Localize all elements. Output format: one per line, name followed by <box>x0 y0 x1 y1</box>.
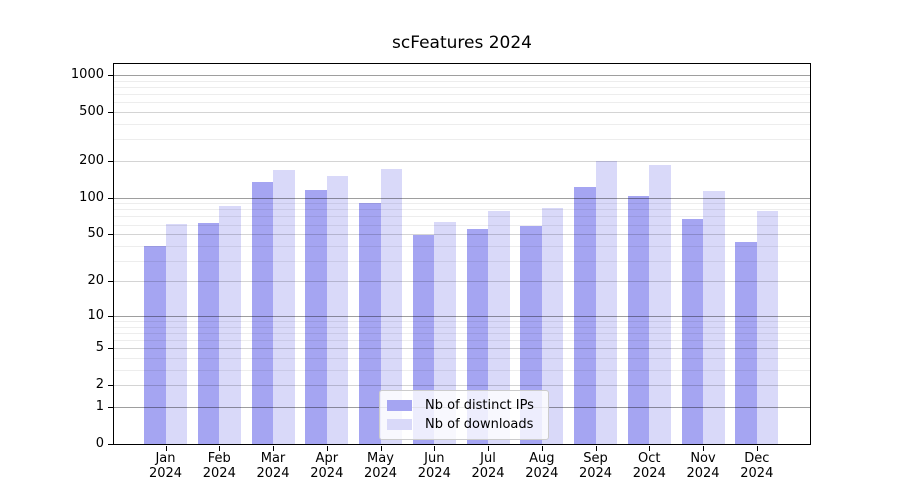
bar-downloads-dec <box>756 211 779 444</box>
y-tick-mark <box>108 234 113 235</box>
x-tick-label-jun: Jun 2024 <box>417 451 451 481</box>
x-tick-label-apr: Apr 2024 <box>310 451 344 481</box>
x-tick-label-oct: Oct 2024 <box>632 451 666 481</box>
bar-downloads-nov <box>703 191 725 444</box>
legend-item-downloads: Nb of downloads <box>387 415 540 434</box>
y-tick-label: 50 <box>87 226 104 241</box>
axis-layer: 0 1 2 5 10 20 50 100 200 500 1000 Jan 2024 Feb 2024 Mar… <box>71 64 810 482</box>
y-tick-label: 100 <box>79 189 104 205</box>
x-tick-mark <box>756 446 758 451</box>
bar-ips-feb <box>197 222 220 444</box>
x-tick-label-jan: Jan 2024 <box>148 451 183 481</box>
legend-swatch-distinct-ips-icon <box>387 400 412 411</box>
x-tick-mark <box>488 446 489 451</box>
x-tick-mark <box>165 446 167 451</box>
y-tick-label: 10 <box>87 307 104 323</box>
y-tick-mark <box>108 197 113 199</box>
y-tick-label: 0 <box>95 436 104 451</box>
bar-ips-apr <box>305 189 327 444</box>
y-tick-label: 1000 <box>70 67 104 82</box>
y-tick-label: 2 <box>95 377 104 393</box>
bar-ips-sep <box>574 186 596 444</box>
bar-ips-nov <box>681 219 703 444</box>
bar-downloads-aug <box>541 208 564 444</box>
bar-downloads-mar <box>273 170 295 444</box>
bars-layer <box>114 64 810 444</box>
x-tick-mark <box>326 446 328 451</box>
x-tick-label-feb: Feb 2024 <box>202 451 236 481</box>
legend: Nb of distinct IPs Nb of downloads <box>379 390 549 440</box>
x-tick-mark <box>595 446 597 451</box>
x-tick-label-nov: Nov 2024 <box>686 451 720 481</box>
x-tick-mark <box>541 446 543 451</box>
bar-downloads-jun <box>434 221 456 444</box>
y-tick-mark <box>108 112 113 113</box>
bar-ips-oct <box>627 195 650 444</box>
x-tick-label-may: May 2024 <box>363 451 398 481</box>
bar-downloads-jul <box>488 211 510 444</box>
x-tick-label-jul: Jul 2024 <box>471 451 505 481</box>
legend-label-downloads: Nb of downloads <box>425 417 534 432</box>
y-tick-mark <box>108 385 113 387</box>
y-tick-label: 500 <box>79 104 104 119</box>
x-tick-mark <box>273 446 274 451</box>
bar-downloads-sep <box>595 160 617 444</box>
y-tick-mark <box>108 407 113 408</box>
y-tick-label: 5 <box>95 340 104 356</box>
bar-downloads-feb <box>219 205 241 444</box>
y-tick-mark <box>108 160 113 162</box>
y-tick-label: 20 <box>87 273 104 289</box>
x-tick-label-aug: Aug 2024 <box>525 451 559 481</box>
y-tick-label: 200 <box>79 152 104 168</box>
x-tick-mark <box>434 446 436 451</box>
bar-ips-jan <box>144 245 166 444</box>
x-tick-mark <box>380 446 382 451</box>
x-tick-label-dec: Dec 2024 <box>740 451 774 481</box>
plot-area: 0 1 2 5 10 20 50 100 200 500 1000 Jan 2024 Feb 2024 Mar… <box>71 63 811 482</box>
legend-label-distinct-ips: Nb of distinct IPs <box>425 398 534 413</box>
bar-ips-mar <box>251 181 273 444</box>
y-tick-mark <box>108 444 113 445</box>
y-tick-mark <box>108 75 113 76</box>
x-tick-mark <box>219 446 221 451</box>
bar-ips-may <box>359 202 381 444</box>
chart-title: scFeatures 2024 <box>392 33 532 53</box>
y-tick-mark <box>108 281 113 283</box>
y-tick-mark <box>108 315 113 317</box>
bar-downloads-apr <box>326 176 349 444</box>
x-tick-mark <box>703 446 704 451</box>
y-tick-label: 1 <box>95 399 104 414</box>
x-tick-label-sep: Sep 2024 <box>578 451 613 481</box>
x-tick-label-mar: Mar 2024 <box>256 451 290 481</box>
bar-ips-dec <box>735 241 757 444</box>
bar-downloads-oct <box>649 164 671 444</box>
bar-downloads-may <box>380 169 402 444</box>
y-tick-mark <box>108 348 113 350</box>
legend-swatch-downloads-icon <box>387 419 412 430</box>
bar-ips-aug <box>520 226 542 444</box>
x-tick-mark <box>649 446 651 451</box>
legend-item-distinct-ips: Nb of distinct IPs <box>387 396 540 415</box>
bar-downloads-jan <box>165 223 187 444</box>
